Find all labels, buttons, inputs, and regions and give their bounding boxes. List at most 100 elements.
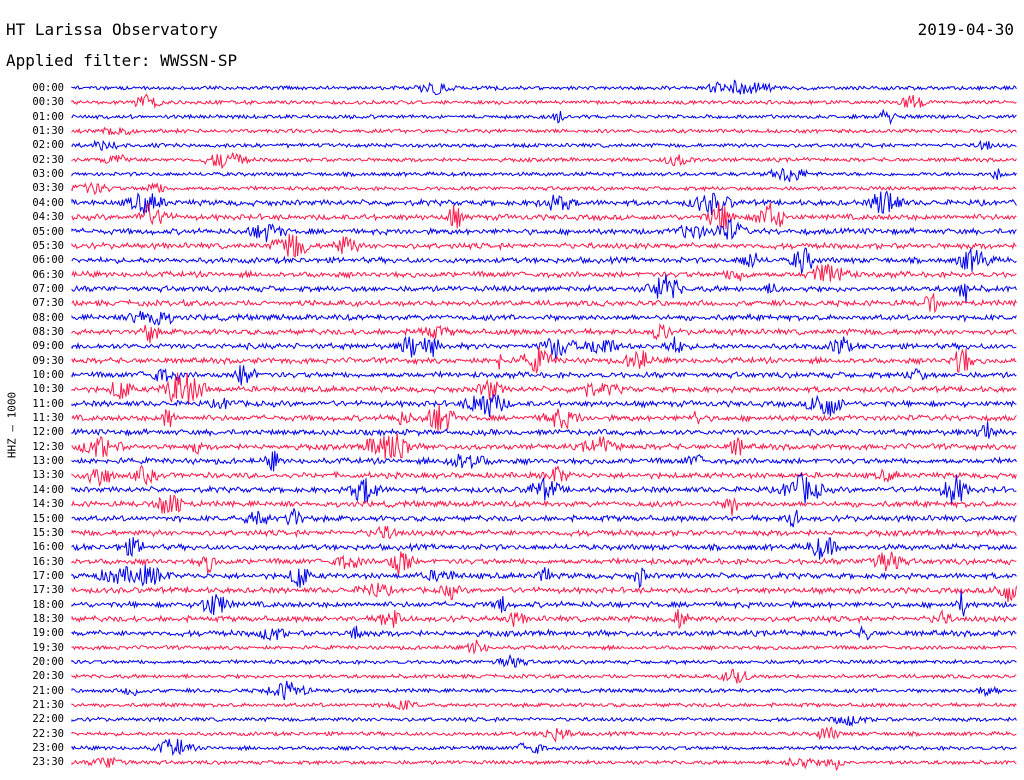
trace-line	[71, 609, 1017, 630]
trace-line	[71, 152, 1017, 169]
trace-time-label: 07:30	[32, 297, 64, 310]
trace-line	[71, 247, 1017, 274]
station-title: HT Larissa Observatory	[6, 20, 218, 39]
trace-time-label: 11:30	[32, 412, 64, 425]
trace-time-label: 21:00	[32, 684, 64, 697]
trace-line	[71, 404, 1017, 432]
trace-time-label: 04:30	[32, 211, 64, 224]
trace-line	[71, 93, 1017, 109]
trace-time-label: 15:30	[32, 526, 64, 539]
trace-line	[71, 680, 1017, 701]
trace-line	[71, 263, 1017, 282]
trace-line	[71, 494, 1017, 516]
trace-time-label: 13:30	[32, 469, 64, 482]
trace-time-label: 12:30	[32, 440, 64, 453]
trace-line	[71, 167, 1017, 182]
trace-time-label: 04:00	[32, 196, 64, 209]
trace-line	[71, 668, 1017, 684]
trace-line	[71, 336, 1017, 360]
trace-line	[71, 109, 1017, 126]
trace-line	[71, 699, 1017, 711]
trace-time-label: 14:00	[32, 483, 64, 496]
trace-time-label: 18:00	[32, 598, 64, 611]
trace-line	[71, 639, 1017, 655]
trace-time-label: 17:00	[32, 569, 64, 582]
trace-time-label: 06:30	[32, 268, 64, 281]
trace-line	[71, 322, 1017, 344]
trace-time-label: 20:30	[32, 670, 64, 683]
trace-line	[71, 537, 1017, 560]
trace-time-label: 20:00	[32, 656, 64, 668]
trace-time-label: 08:30	[32, 325, 64, 338]
trace-line	[71, 181, 1017, 196]
trace-time-label: 15:00	[32, 512, 64, 525]
trace-time-label: 23:30	[32, 756, 64, 769]
trace-time-label: 05:30	[32, 239, 64, 252]
filter-label: Applied filter: WWSSN-SP	[6, 51, 238, 70]
trace-line	[71, 564, 1017, 589]
trace-time-label: 19:00	[32, 627, 64, 640]
trace-time-label: 12:00	[32, 426, 64, 439]
trace-time-label: 09:30	[32, 354, 64, 367]
trace-line	[71, 421, 1017, 439]
trace-time-label: 22:00	[32, 713, 64, 726]
trace-line	[71, 508, 1017, 528]
trace-time-label: 05:00	[32, 225, 64, 238]
trace-time-label: 10:00	[32, 369, 64, 381]
trace-line	[71, 79, 1017, 96]
trace-time-label: 03:30	[32, 182, 64, 195]
trace-line	[71, 233, 1017, 258]
trace-time-label: 21:30	[32, 699, 64, 712]
trace-line	[71, 346, 1017, 375]
trace-time-label: 01:00	[32, 110, 64, 123]
trace-line	[71, 551, 1017, 576]
trace-time-label: 16:30	[32, 555, 64, 568]
trace-line	[71, 293, 1017, 314]
record-date: 2019-04-30	[917, 20, 1014, 39]
trace-time-label: 06:00	[32, 254, 64, 267]
trace-time-label: 18:30	[32, 612, 64, 625]
trace-time-label: 07:00	[32, 282, 64, 295]
trace-time-label: 19:30	[32, 641, 64, 654]
trace-line	[71, 310, 1017, 326]
trace-line	[71, 394, 1017, 417]
trace-line	[71, 591, 1017, 617]
trace-line	[71, 726, 1017, 743]
trace-time-label: 16:00	[32, 541, 64, 554]
trace-time-label: 23:00	[32, 742, 64, 755]
trace-line	[71, 525, 1017, 540]
trace-time-label: 02:00	[32, 139, 64, 152]
trace-line	[71, 365, 1017, 386]
trace-time-label: 10:30	[32, 383, 64, 396]
trace-line	[71, 582, 1017, 603]
trace-time-label: 14:30	[32, 498, 64, 511]
trace-line	[71, 715, 1017, 728]
trace-time-label: 03:00	[32, 168, 64, 181]
trace-time-label: 08:00	[32, 311, 64, 324]
trace-line	[71, 218, 1017, 243]
trace-line	[71, 756, 1017, 771]
trace-time-label: 01:30	[32, 125, 64, 138]
trace-time-label: 13:00	[32, 455, 64, 468]
trace-time-label: 00:30	[32, 96, 64, 109]
trace-time-label: 17:30	[32, 584, 64, 597]
trace-line	[71, 625, 1017, 642]
trace-line	[71, 126, 1017, 136]
trace-time-label: 22:30	[32, 727, 64, 740]
trace-line	[71, 738, 1017, 757]
trace-line	[71, 653, 1017, 668]
trace-line	[71, 190, 1017, 215]
trace-line	[71, 450, 1017, 472]
trace-line	[71, 202, 1017, 230]
trace-time-label: 00:00	[32, 82, 64, 94]
trace-line	[71, 433, 1017, 459]
trace-line	[71, 139, 1017, 152]
trace-time-label: 11:00	[32, 397, 64, 410]
trace-time-label: 09:00	[32, 340, 64, 353]
trace-line	[71, 372, 1017, 406]
trace-time-label: 02:30	[32, 153, 64, 166]
trace-line	[71, 274, 1017, 303]
trace-line	[71, 465, 1017, 487]
trace-line	[71, 472, 1017, 504]
